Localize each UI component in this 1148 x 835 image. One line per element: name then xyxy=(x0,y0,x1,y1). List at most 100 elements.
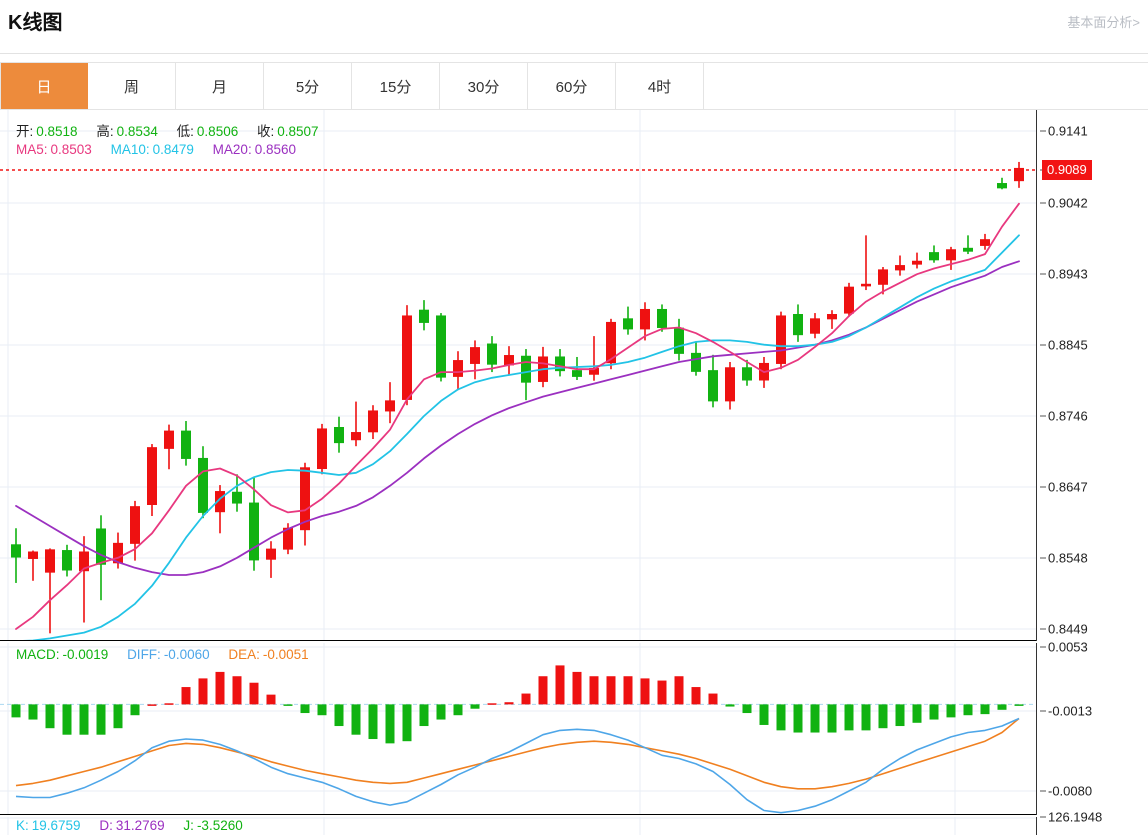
ma20-label: MA20: xyxy=(212,142,252,157)
axis-label: 0.8746 xyxy=(1048,408,1088,424)
kdj-plot[interactable] xyxy=(0,817,1036,835)
macd-bar xyxy=(130,704,140,716)
macd-bar xyxy=(589,676,599,705)
candle xyxy=(912,252,922,269)
macd-bar xyxy=(79,704,89,735)
axis-tick xyxy=(1040,486,1046,488)
price-axis-divider xyxy=(1036,110,1037,641)
axis-label: 0.9042 xyxy=(1048,195,1088,211)
axis-tick xyxy=(1040,202,1046,204)
macd-bar xyxy=(776,704,786,731)
macd-bar xyxy=(623,676,633,705)
fundamental-analysis-link[interactable]: 基本面分析> xyxy=(1067,15,1140,30)
candle xyxy=(861,235,871,291)
axis-tick xyxy=(1040,273,1046,275)
macd-plot[interactable] xyxy=(0,643,1036,815)
macd-bar xyxy=(317,704,327,716)
axis-tick xyxy=(1040,415,1046,417)
d-label: D: xyxy=(99,818,113,833)
candle xyxy=(895,255,905,276)
axis-label: -0.0080 xyxy=(1048,783,1093,799)
macd-legend: MACD: -0.0019 DIFF: -0.0060 DEA: -0.0051 xyxy=(16,647,312,662)
tab-label: 月 xyxy=(211,78,227,96)
macd-bar xyxy=(810,704,820,733)
axis-tick xyxy=(1040,628,1046,630)
tab-7[interactable]: 4时 xyxy=(616,63,704,109)
tab-2[interactable]: 月 xyxy=(176,63,264,109)
tab-label: 日 xyxy=(36,78,52,96)
candle xyxy=(555,349,565,377)
ma10-line xyxy=(15,234,1020,641)
candle xyxy=(657,304,667,332)
macd-bar xyxy=(62,704,72,735)
macd-bar xyxy=(164,703,174,705)
macd-bar xyxy=(538,676,548,705)
macd-bar xyxy=(470,704,480,709)
macd-bar xyxy=(487,703,497,705)
tab-5[interactable]: 30分 xyxy=(440,63,528,109)
macd-bar xyxy=(657,680,667,705)
candle xyxy=(742,359,752,386)
macd-bar xyxy=(640,678,650,705)
ma5-value: 0.8503 xyxy=(50,142,92,157)
candle xyxy=(96,515,106,601)
close-label: 收: xyxy=(256,124,275,139)
axis-tick xyxy=(1040,130,1046,132)
open-value: 0.8518 xyxy=(36,124,78,139)
tab-1[interactable]: 周 xyxy=(88,63,176,109)
axis-label: 0.8548 xyxy=(1048,550,1088,566)
candle xyxy=(810,313,820,339)
candle xyxy=(827,310,837,329)
tab-4[interactable]: 15分 xyxy=(352,63,440,109)
axis-tick xyxy=(1040,344,1046,346)
diff-label: DIFF: xyxy=(127,647,161,662)
candle xyxy=(198,446,208,519)
macd-bar xyxy=(844,704,854,731)
macd-bar xyxy=(385,704,395,744)
macd-bar xyxy=(504,702,514,705)
ma10-label: MA10: xyxy=(110,142,150,157)
j-label: J: xyxy=(183,818,194,833)
macd-bar xyxy=(334,704,344,727)
low-label: 低: xyxy=(176,124,194,139)
macd-bar xyxy=(283,704,293,706)
macd-panel[interactable]: MACD: -0.0019 DIFF: -0.0060 DEA: -0.0051 0.… xyxy=(0,640,1148,815)
macd-bar xyxy=(878,704,888,729)
tab-6[interactable]: 60分 xyxy=(528,63,616,109)
chart-area: 开: 0.8518 高: 0.8534 低: 0.8506 收: 0.8507 MA5:… xyxy=(0,110,1148,835)
candle xyxy=(487,336,497,373)
candle xyxy=(640,302,650,341)
macd-bar xyxy=(266,694,276,705)
macd-bar xyxy=(827,704,837,733)
candle xyxy=(11,528,21,583)
macd-bar xyxy=(895,704,905,727)
macd-bar xyxy=(691,687,701,705)
kdj-panel[interactable]: K: 19.6759 D: 31.2769 J: -3.5260 126.1948 xyxy=(0,810,1148,835)
macd-bar xyxy=(232,676,242,705)
macd-axis: 0.0053 -0.0013 -0.0080 xyxy=(1038,640,1148,815)
macd-bar xyxy=(725,704,735,707)
tab-0[interactable]: 日 xyxy=(0,63,88,109)
tab-3[interactable]: 5分 xyxy=(264,63,352,109)
candlestick-plot[interactable] xyxy=(0,110,1036,641)
macd-axis-divider xyxy=(1036,643,1037,815)
macd-bar xyxy=(351,704,361,735)
tab-label: 周 xyxy=(123,78,139,96)
candle xyxy=(589,336,599,381)
current-price-label: 0.9089 xyxy=(1042,160,1092,180)
macd-bar xyxy=(198,678,208,705)
macd-bar xyxy=(113,704,123,729)
macd-bar xyxy=(963,704,973,716)
candle xyxy=(130,500,140,561)
tab-label: 30分 xyxy=(467,78,500,96)
macd-bar xyxy=(674,676,684,705)
page-header: K线图 基本面分析> xyxy=(0,0,1148,54)
axis-label: 126.1948 xyxy=(1048,809,1103,825)
dea-value: -0.0051 xyxy=(262,647,309,662)
macd-bar xyxy=(11,704,21,718)
price-axis: 0.9141 0.9089 0.9042 0.8943 0.8845 0.8746 0.86… xyxy=(1038,110,1148,641)
candle xyxy=(368,405,378,440)
candle xyxy=(249,477,259,571)
candlestick-panel[interactable]: 开: 0.8518 高: 0.8534 低: 0.8506 收: 0.8507 MA5:… xyxy=(0,110,1148,641)
